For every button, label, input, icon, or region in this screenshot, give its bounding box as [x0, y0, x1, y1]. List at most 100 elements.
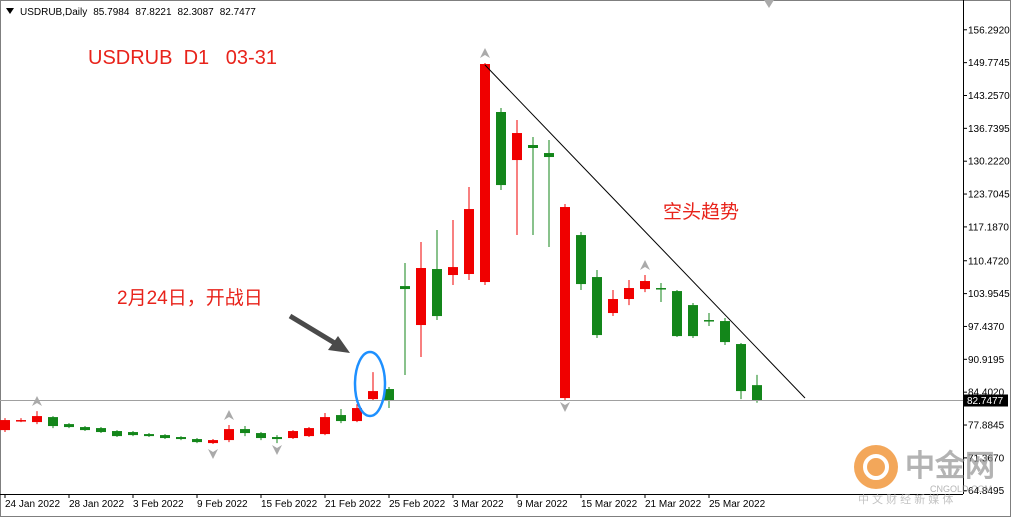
candle-body [240, 429, 250, 434]
annotation: 空头趋势 [663, 201, 739, 223]
candle-body [736, 344, 746, 392]
candle-body [512, 133, 522, 161]
candle-body [640, 281, 650, 290]
x-tick-label: 3 Mar 2022 [453, 499, 504, 510]
arrow-head [328, 336, 350, 353]
candle-body [272, 437, 282, 440]
candle-body [96, 428, 106, 433]
x-tick-label: 15 Mar 2022 [581, 499, 638, 510]
candle-body [624, 288, 634, 300]
header-high: 87.8221 [135, 7, 172, 18]
price-label-box [964, 394, 1008, 407]
candle-body [48, 417, 58, 427]
fractal-marker [640, 260, 650, 270]
candle-body [256, 433, 266, 439]
candle-body [288, 431, 298, 439]
fractal-marker [208, 449, 218, 459]
header-marker [6, 8, 14, 14]
candle-body [752, 385, 762, 401]
y-tick-label: 110.4720 [968, 256, 1009, 267]
x-tick-label: 25 Feb 2022 [389, 499, 446, 510]
candle-body [496, 112, 506, 186]
candle-body [64, 424, 74, 428]
y-tick-label: 97.4370 [968, 322, 1005, 333]
candle-body [560, 207, 570, 399]
x-tick-label: 28 Jan 2022 [69, 499, 124, 510]
y-tick-label: 117.1870 [968, 222, 1009, 233]
x-tick-label: 25 Mar 2022 [709, 499, 766, 510]
y-tick-label: 84.4020 [968, 388, 1005, 399]
candle-body [432, 269, 442, 317]
candle-body [208, 440, 218, 444]
x-tick-label: 9 Mar 2022 [517, 499, 568, 510]
candle-body [144, 434, 154, 437]
x-tick-label: 15 Feb 2022 [261, 499, 318, 510]
candle-body [528, 145, 538, 148]
candle-body [368, 391, 378, 400]
candle-body [352, 408, 362, 422]
symbol: USDRUB,Daily [20, 7, 87, 18]
arrow-shaft [288, 313, 340, 348]
header-close: 82.7477 [220, 7, 257, 18]
candle-body [128, 432, 138, 436]
y-tick-label: 77.8845 [968, 421, 1005, 432]
logo [854, 445, 898, 489]
candle-body [464, 209, 474, 275]
x-tick-label: 9 Feb 2022 [197, 499, 248, 510]
candle-body [720, 321, 730, 343]
candle-body [672, 291, 682, 337]
candle-body [656, 288, 666, 290]
watermark-slogan: 中 文 财 经 新 媒 体 [858, 492, 953, 506]
candle-body [192, 439, 202, 443]
watermark-name: 中金网 [905, 449, 995, 483]
fractal-marker [764, 0, 774, 8]
watermark: 中金网 CNGOLD.COM 中 文 财 经 新 媒 体 [854, 445, 995, 506]
header: USDRUB,Daily 85.7984 87.8221 82.3087 82.7477 [20, 7, 256, 18]
y-tick-label: 90.9195 [968, 355, 1005, 366]
candle-body [16, 420, 26, 422]
price-label: 82.7477 [967, 396, 1004, 407]
x-tick-label: 3 Feb 2022 [133, 499, 184, 510]
candle-body [176, 437, 186, 440]
chart-title: USDRUB D1 03-31 [88, 47, 277, 69]
fractal-marker [32, 396, 42, 406]
candle-body [0, 420, 10, 431]
y-tick-label: 103.9545 [968, 289, 1010, 300]
y-tick-label: 123.7045 [968, 190, 1010, 201]
fractal-marker [480, 48, 490, 58]
y-tick-label: 64.8495 [968, 486, 1005, 497]
candle-body [80, 427, 90, 431]
fractal-marker [272, 445, 282, 455]
x-tick-label: 21 Feb 2022 [325, 499, 382, 510]
candle-body [160, 435, 170, 439]
highlight-ellipse [353, 350, 387, 418]
y-tick-label: 149.7745 [968, 58, 1010, 69]
candle-body [592, 277, 602, 336]
candle-body [32, 416, 42, 423]
header-low: 82.3087 [178, 7, 215, 18]
watermark-site: CNGOLD.COM [930, 484, 992, 494]
logo-mark [863, 454, 889, 480]
y-tick-label: 71.3670 [968, 453, 1005, 464]
candle-body [336, 415, 346, 422]
candle-body [416, 268, 426, 326]
candle-body [400, 286, 410, 290]
y-tick-label: 143.2570 [968, 91, 1010, 102]
candle-body [448, 267, 458, 276]
candle-body [480, 64, 490, 283]
x-tick-label: 24 Jan 2022 [5, 499, 60, 510]
candle-body [688, 305, 698, 337]
candle-body [576, 235, 586, 285]
annotation: 2月24日，开战日 [117, 287, 263, 309]
candle-body [112, 431, 122, 437]
candle-body [224, 429, 234, 441]
candle-body [304, 428, 314, 437]
candle-body [608, 299, 618, 314]
x-tick-label: 21 Mar 2022 [645, 499, 702, 510]
candle-body [320, 417, 330, 435]
header-open: 85.7984 [93, 7, 130, 18]
candle-body [704, 320, 714, 322]
fractal-marker [224, 410, 234, 420]
